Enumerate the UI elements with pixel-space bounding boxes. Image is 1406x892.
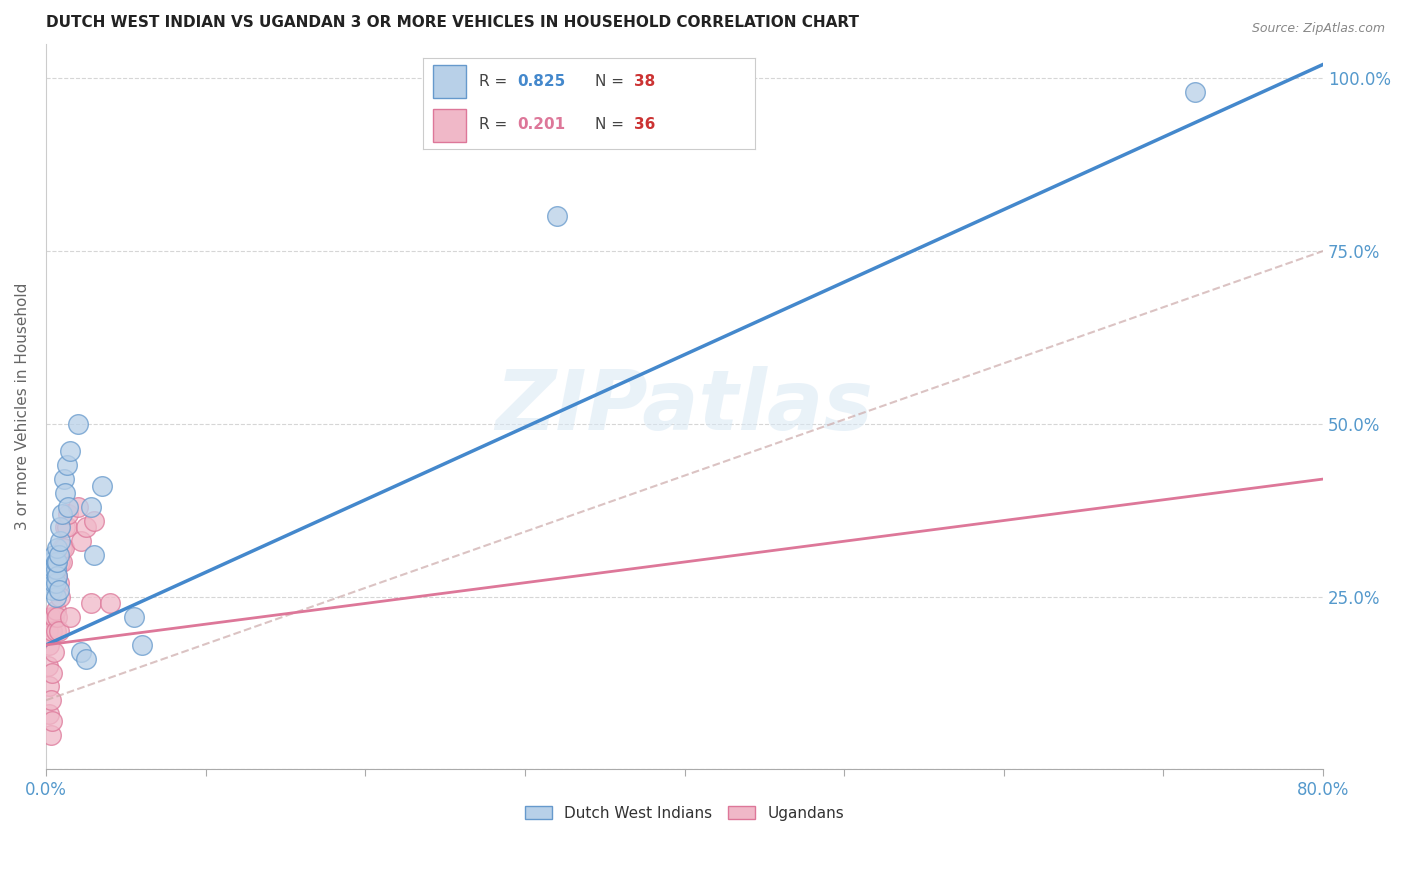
Point xyxy=(122,610,145,624)
Point xyxy=(51,541,73,556)
Point xyxy=(75,520,97,534)
Point xyxy=(37,624,59,638)
Point xyxy=(83,548,105,562)
Point xyxy=(45,624,67,638)
Point xyxy=(66,500,89,514)
Point xyxy=(39,569,62,583)
Point xyxy=(41,582,63,597)
Point xyxy=(46,569,69,583)
Point xyxy=(42,645,65,659)
Point xyxy=(41,569,63,583)
Point xyxy=(58,500,80,514)
Point xyxy=(131,638,153,652)
Point xyxy=(49,534,72,549)
Point xyxy=(53,486,76,500)
Point xyxy=(75,651,97,665)
Point xyxy=(38,679,60,693)
Point xyxy=(45,590,67,604)
Point xyxy=(49,520,72,534)
Y-axis label: 3 or more Vehicles in Household: 3 or more Vehicles in Household xyxy=(15,283,30,530)
Point xyxy=(42,562,65,576)
Point xyxy=(49,555,72,569)
Point xyxy=(90,479,112,493)
Point xyxy=(70,645,93,659)
Point xyxy=(41,624,63,638)
Point xyxy=(42,548,65,562)
Point xyxy=(42,610,65,624)
Point xyxy=(46,610,69,624)
Point xyxy=(49,590,72,604)
Point xyxy=(98,597,121,611)
Point xyxy=(46,569,69,583)
Point xyxy=(39,575,62,590)
Point xyxy=(52,472,75,486)
Text: DUTCH WEST INDIAN VS UGANDAN 3 OR MORE VEHICLES IN HOUSEHOLD CORRELATION CHART: DUTCH WEST INDIAN VS UGANDAN 3 OR MORE V… xyxy=(46,15,859,30)
Text: Source: ZipAtlas.com: Source: ZipAtlas.com xyxy=(1251,22,1385,36)
Point xyxy=(51,555,73,569)
Point xyxy=(51,507,73,521)
Point xyxy=(59,444,82,458)
Point xyxy=(39,693,62,707)
Point xyxy=(48,624,70,638)
Point xyxy=(58,507,80,521)
Point xyxy=(55,520,77,534)
Point xyxy=(38,555,60,569)
Point xyxy=(66,417,89,431)
Point xyxy=(39,728,62,742)
Point xyxy=(46,541,69,556)
Point xyxy=(79,597,101,611)
Point xyxy=(45,555,67,569)
Point xyxy=(39,610,62,624)
Point xyxy=(38,638,60,652)
Point xyxy=(48,548,70,562)
Point xyxy=(45,569,67,583)
Point xyxy=(42,575,65,590)
Point xyxy=(45,603,67,617)
Point xyxy=(48,582,70,597)
Text: ZIPatlas: ZIPatlas xyxy=(496,366,873,447)
Point xyxy=(38,706,60,721)
Point xyxy=(41,665,63,680)
Point xyxy=(37,569,59,583)
Point xyxy=(79,500,101,514)
Point xyxy=(42,569,65,583)
Legend: Dutch West Indians, Ugandans: Dutch West Indians, Ugandans xyxy=(519,800,851,827)
Point xyxy=(53,520,76,534)
Point xyxy=(48,575,70,590)
Point xyxy=(1184,85,1206,99)
Point xyxy=(45,562,67,576)
Point xyxy=(38,562,60,576)
Point xyxy=(59,610,82,624)
Point xyxy=(55,458,77,473)
Point xyxy=(41,714,63,728)
Point xyxy=(46,555,69,569)
Point xyxy=(37,658,59,673)
Point xyxy=(83,514,105,528)
Point xyxy=(70,534,93,549)
Point xyxy=(546,210,568,224)
Point xyxy=(41,555,63,569)
Point xyxy=(52,541,75,556)
Point xyxy=(45,575,67,590)
